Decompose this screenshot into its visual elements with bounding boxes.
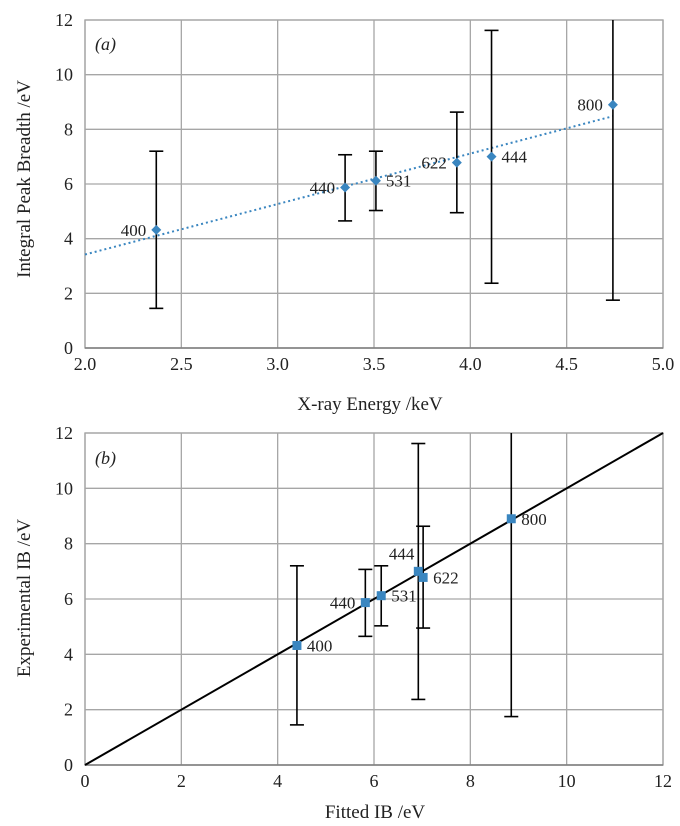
- data-point-622: [418, 572, 428, 582]
- point-label-444: 444: [389, 544, 415, 563]
- data-point-800: [506, 514, 516, 524]
- x-tick-label-a: 4.5: [555, 354, 578, 374]
- x-tick-label-a: 4.0: [459, 354, 482, 374]
- y-tick-label-a: 12: [55, 10, 73, 30]
- x-tick-label-a: 2.0: [74, 354, 97, 374]
- y-tick-label-b: 0: [64, 755, 73, 775]
- panel-b-label: (b): [95, 448, 116, 469]
- x-tick-label-a: 3.0: [266, 354, 289, 374]
- y-tick-label-a: 2: [64, 283, 73, 303]
- x-tick-label-b: 6: [370, 771, 379, 791]
- reference-line-y-equals-x: [84, 432, 664, 766]
- y-tick-label-a: 8: [64, 119, 73, 139]
- data-point-622: [451, 157, 462, 168]
- y-tick-label-a: 4: [64, 229, 73, 249]
- x-tick-label-b: 10: [558, 771, 576, 791]
- data-point-400: [151, 224, 162, 235]
- y-tick-label-b: 4: [64, 644, 73, 664]
- point-label-622: 622: [433, 568, 459, 587]
- x-tick-label-b: 0: [81, 771, 90, 791]
- point-label-800: 800: [521, 510, 547, 529]
- y-tick-label-b: 8: [64, 534, 73, 554]
- x-tick-label-b: 12: [654, 771, 672, 791]
- x-tick-label-a: 3.5: [363, 354, 386, 374]
- y-tick-label-b: 2: [64, 700, 73, 720]
- data-point-440: [360, 598, 370, 608]
- data-point-440: [340, 182, 351, 193]
- point-label-622: 622: [421, 154, 447, 173]
- data-point-531: [370, 175, 381, 186]
- point-label-400: 400: [121, 221, 147, 240]
- y-tick-label-a: 6: [64, 174, 73, 194]
- error-bar-800: [605, 20, 620, 301]
- data-point-800: [607, 99, 618, 110]
- panel-a-label: (a): [95, 34, 116, 55]
- data-point-444: [413, 566, 423, 576]
- panel-b-x-axis-title: Fitted IB /eV: [325, 802, 426, 823]
- y-tick-label-b: 6: [64, 589, 73, 609]
- point-label-531: 531: [391, 587, 417, 606]
- x-tick-label-a: 5.0: [652, 354, 675, 374]
- chart-panel-b: 0 2 4 6 8 10 12 0 2 4 6 8 10 12 400 440 531 444 622 800 (…: [14, 423, 672, 823]
- x-tick-label-b: 2: [177, 771, 186, 791]
- y-tick-label-a: 0: [64, 338, 73, 358]
- x-tick-label-a: 2.5: [170, 354, 193, 374]
- point-label-440: 440: [310, 179, 336, 198]
- chart-panel-a: 2.0 2.5 3.0 3.5 4.0 4.5 5.0 0 2 4 6 8 10 12 400 440 53…: [14, 10, 674, 415]
- data-point-400: [292, 640, 302, 650]
- error-bar-800: [504, 433, 519, 718]
- x-tick-label-b: 8: [466, 771, 475, 791]
- x-tick-label-b: 4: [273, 771, 282, 791]
- point-label-440: 440: [330, 594, 356, 613]
- y-tick-label-b: 10: [55, 478, 73, 498]
- y-tick-label-a: 10: [55, 65, 73, 85]
- panel-a-x-axis-title: X-ray Energy /keV: [297, 394, 443, 415]
- point-label-531: 531: [386, 172, 412, 191]
- data-point-531: [376, 591, 386, 601]
- point-label-444: 444: [502, 148, 528, 167]
- panel-b-y-axis-title: Experimental IB /eV: [14, 519, 35, 678]
- y-tick-label-b: 12: [55, 423, 73, 443]
- trendline: [84, 115, 614, 256]
- point-label-400: 400: [307, 636, 333, 655]
- data-point-444: [486, 151, 497, 162]
- point-label-800: 800: [577, 96, 603, 115]
- panel-a-y-axis-title: Integral Peak Breadth /eV: [14, 80, 35, 278]
